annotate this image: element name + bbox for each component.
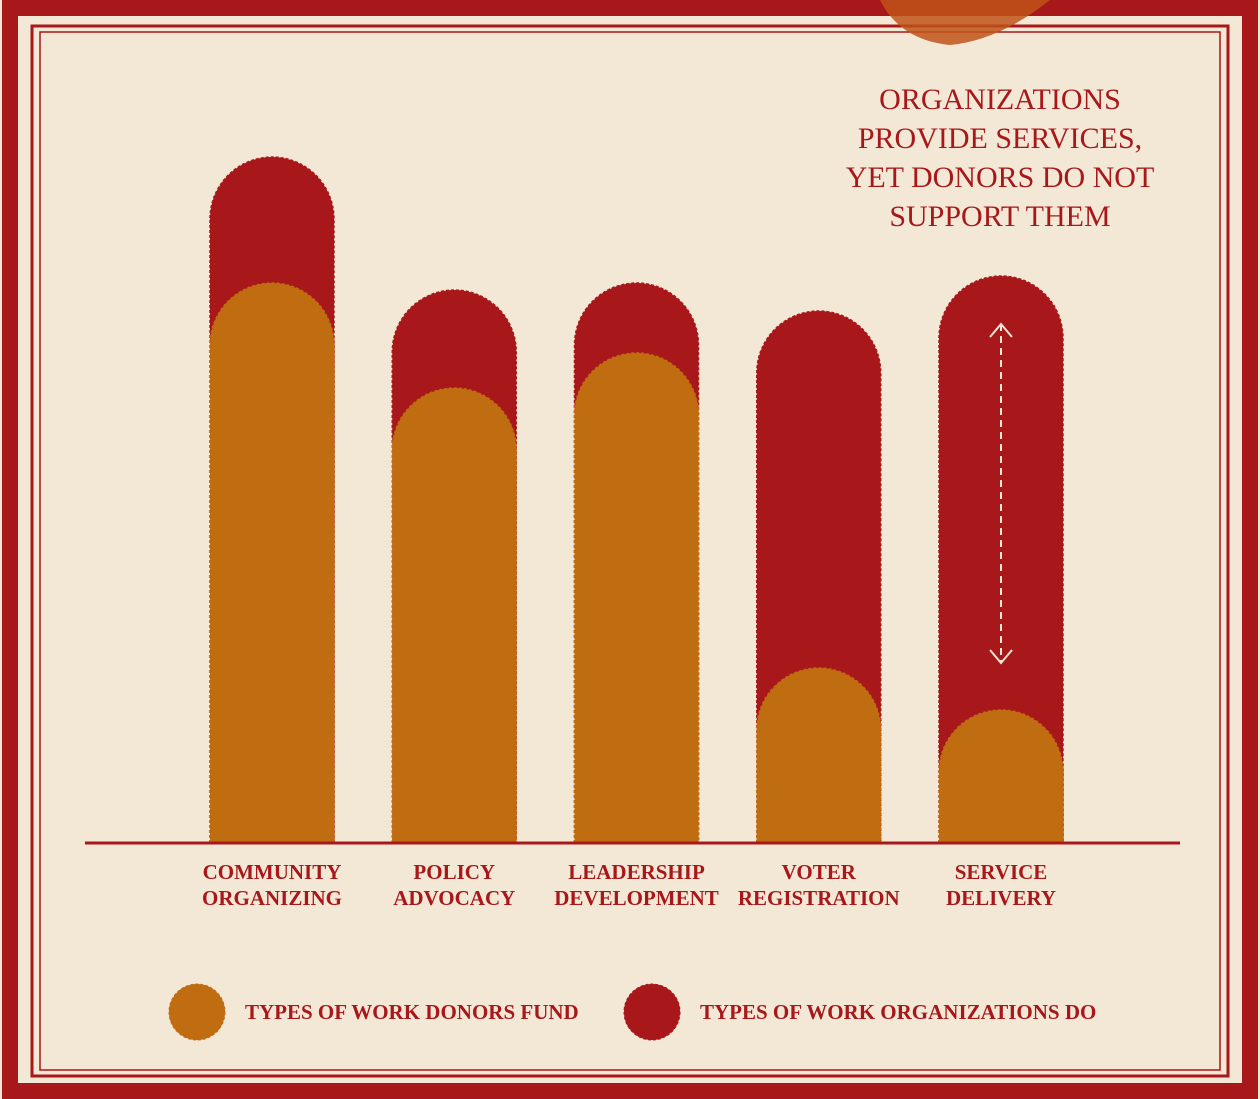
bar	[938, 709, 1064, 844]
legend-swatch	[168, 983, 226, 1041]
bar	[573, 352, 700, 844]
annotation-line: ORGANIZATIONS	[879, 83, 1121, 116]
x-tick-label-line: ADVOCACY	[393, 886, 515, 910]
annotation-line: PROVIDE SERVICES,	[858, 122, 1142, 155]
x-tick-label-line: LEADERSHIP	[568, 860, 705, 884]
x-tick-label-line: COMMUNITY	[203, 860, 342, 884]
x-tick-label: LEADERSHIP DEVELOPMENT	[554, 860, 719, 910]
x-tick-label-line: REGISTRATION	[738, 886, 900, 910]
bars	[209, 156, 1064, 844]
x-tick-label: COMMUNITY ORGANIZING	[202, 860, 342, 910]
inner-frame	[30, 24, 1230, 1078]
annotation-line: SUPPORT THEM	[889, 200, 1110, 233]
x-tick-label-line: DEVELOPMENT	[554, 886, 719, 910]
legend-label: TYPES OF WORK ORGANIZATIONS DO	[700, 1000, 1096, 1024]
bar	[209, 282, 335, 844]
x-tick-label-line: ORGANIZING	[202, 886, 342, 910]
legend-label: TYPES OF WORK DONORS FUND	[245, 1000, 579, 1024]
annotation: ORGANIZATIONS PROVIDE SERVICES, YET DONORS…	[846, 83, 1155, 233]
x-tick-label: POLICY ADVOCACY	[393, 860, 515, 910]
arrow	[989, 322, 1013, 665]
arrow-head	[989, 322, 1013, 338]
bar	[391, 387, 517, 844]
ornament	[880, 0, 1050, 45]
x-tick-label: SERVICE DELIVERY	[946, 860, 1056, 910]
legend-swatch	[623, 983, 681, 1041]
annotation-line: YET DONORS DO NOT	[846, 161, 1155, 194]
x-tick-label: VOTER REGISTRATION	[738, 860, 900, 910]
x-tick-label-line: SERVICE	[955, 860, 1048, 884]
bar	[756, 667, 882, 844]
inner-frame	[39, 31, 1221, 1071]
x-tick-label-line: POLICY	[413, 860, 495, 884]
x-tick-label-line: VOTER	[782, 860, 857, 884]
arrow-head	[989, 649, 1013, 665]
x-tick-label-line: DELIVERY	[946, 886, 1056, 910]
bar	[938, 275, 1064, 844]
